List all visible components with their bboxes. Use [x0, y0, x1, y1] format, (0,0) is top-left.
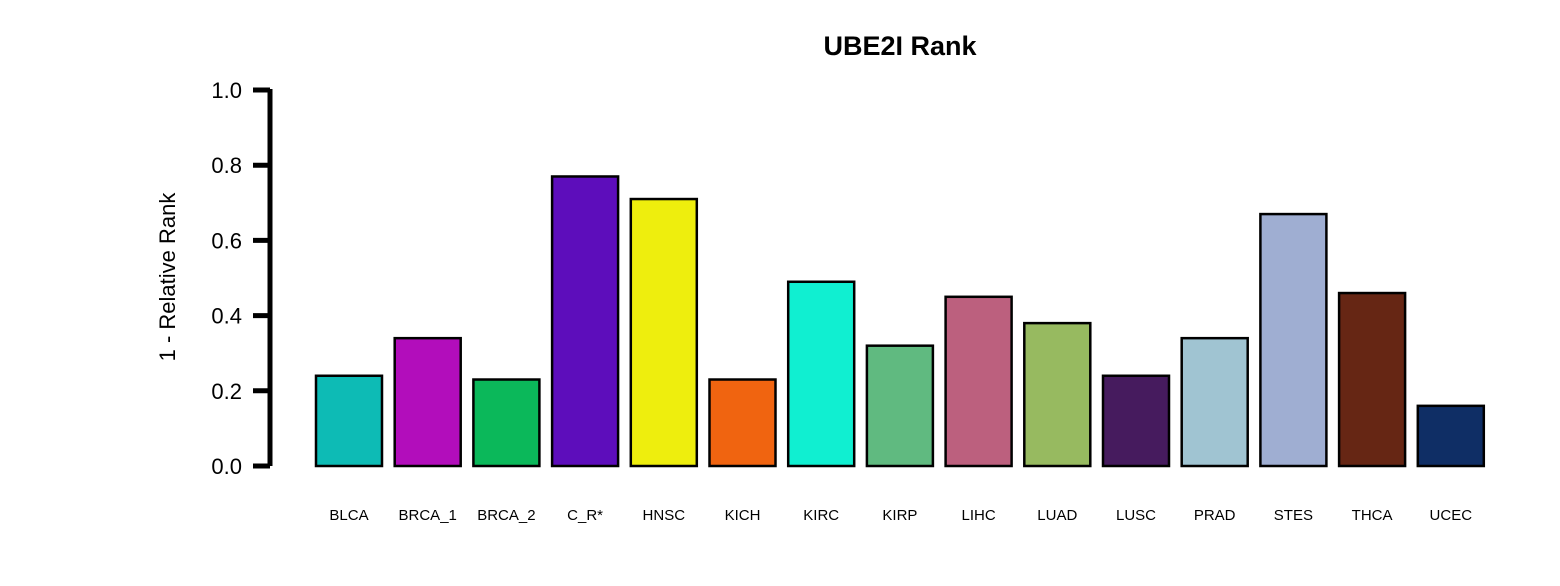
x-tick-label: LUAD [1037, 507, 1077, 524]
x-axis-tick-labels: BLCA BRCA_1 BRCA_2 C_R* HNSC KICH KIRC KIRP LIHC… [329, 507, 1472, 524]
y-tick-label: 0.6 [211, 228, 242, 253]
y-tick-label: 0.2 [211, 379, 242, 404]
x-tick-label: LUSC [1116, 507, 1156, 524]
x-tick-label: STES [1274, 507, 1313, 524]
x-tick-label: BRCA_2 [477, 507, 535, 524]
bar-stes [1259, 212, 1328, 468]
bar-kich [708, 378, 777, 468]
bar-ucec [1416, 404, 1486, 468]
bar-brca-2 [472, 378, 541, 468]
y-axis-label: 1 - Relative Rank [155, 192, 180, 362]
y-tick-label: 0.0 [211, 454, 242, 479]
bar-prad [1180, 336, 1249, 468]
x-tick-label: HNSC [643, 507, 686, 524]
x-tick-label: KICH [725, 507, 761, 524]
bar-thca [1337, 291, 1407, 468]
bar-hnsc [629, 197, 699, 468]
y-tick-label: 0.8 [211, 153, 242, 178]
bar-lihc [944, 295, 1013, 468]
bar-lusc [1101, 374, 1171, 468]
x-tick-label: C_R* [567, 507, 603, 524]
bar-luad [1023, 321, 1092, 468]
bar-c-r [550, 175, 620, 468]
x-tick-label: UCEC [1430, 507, 1473, 524]
y-tick-label: 1.0 [211, 78, 242, 103]
x-tick-label: BLCA [329, 507, 368, 524]
y-tick-label: 0.4 [211, 304, 242, 329]
bar-kirp [865, 344, 935, 468]
x-tick-label: BRCA_1 [399, 507, 457, 524]
x-tick-label: KIRC [803, 507, 839, 524]
bar-brca-1 [393, 336, 462, 468]
bar-kirc [786, 280, 856, 468]
bar-blca [314, 374, 384, 468]
y-axis-ticks: 0.0 0.2 0.4 0.6 0.8 1.0 [211, 78, 270, 479]
bar-series [314, 175, 1486, 468]
x-tick-label: KIRP [882, 507, 917, 524]
x-tick-label: THCA [1352, 507, 1393, 524]
x-tick-label: LIHC [962, 507, 996, 524]
x-tick-label: PRAD [1194, 507, 1236, 524]
chart-title: UBE2I Rank [823, 31, 977, 61]
